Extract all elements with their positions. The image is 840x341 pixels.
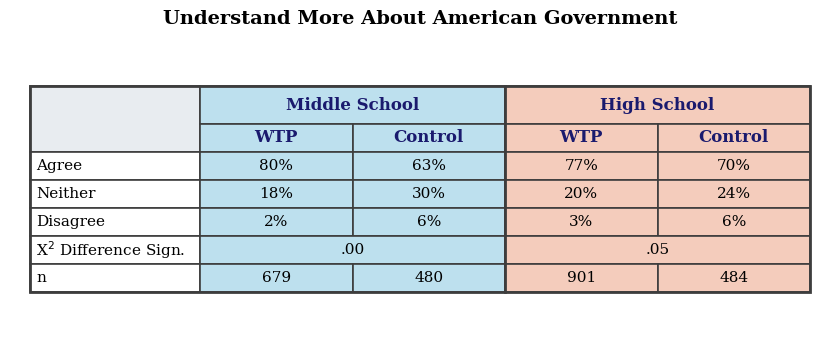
Text: 6%: 6% — [722, 215, 746, 229]
Bar — [200, 236, 505, 264]
Bar — [505, 86, 810, 124]
Text: Control: Control — [394, 130, 464, 147]
Text: 70%: 70% — [717, 159, 751, 173]
Bar — [353, 124, 505, 152]
Text: X$^2$ Difference Sign.: X$^2$ Difference Sign. — [36, 239, 186, 261]
Text: .05: .05 — [645, 243, 669, 257]
Bar — [505, 152, 658, 180]
Bar — [353, 264, 505, 292]
Bar — [30, 86, 200, 152]
Bar — [505, 180, 658, 208]
Text: Disagree: Disagree — [36, 215, 105, 229]
Text: 901: 901 — [567, 271, 596, 285]
Bar — [658, 152, 810, 180]
Bar — [200, 208, 353, 236]
Text: WTP: WTP — [559, 130, 603, 147]
Text: 484: 484 — [719, 271, 748, 285]
Text: 2%: 2% — [264, 215, 288, 229]
Text: 679: 679 — [262, 271, 291, 285]
Text: n: n — [36, 271, 46, 285]
Bar — [505, 264, 658, 292]
Text: 3%: 3% — [570, 215, 593, 229]
Bar — [30, 236, 200, 264]
Bar — [200, 86, 505, 124]
Text: 480: 480 — [414, 271, 444, 285]
Text: 63%: 63% — [412, 159, 446, 173]
Text: 24%: 24% — [717, 187, 751, 201]
Text: 6%: 6% — [417, 215, 441, 229]
Bar — [30, 86, 810, 292]
Bar — [200, 152, 353, 180]
Bar — [658, 264, 810, 292]
Bar — [200, 264, 353, 292]
Text: 18%: 18% — [260, 187, 293, 201]
Text: Control: Control — [699, 130, 769, 147]
Bar — [30, 264, 200, 292]
Bar — [658, 124, 810, 152]
Text: WTP: WTP — [255, 130, 298, 147]
Bar — [200, 180, 353, 208]
Bar — [505, 236, 810, 264]
Text: .00: .00 — [340, 243, 365, 257]
Bar — [658, 180, 810, 208]
Text: Understand More About American Government: Understand More About American Governmen… — [163, 10, 677, 28]
Bar — [30, 208, 200, 236]
Text: 80%: 80% — [260, 159, 293, 173]
Bar — [505, 208, 658, 236]
Bar — [30, 180, 200, 208]
Bar — [505, 124, 658, 152]
Text: 20%: 20% — [564, 187, 598, 201]
Text: High School: High School — [601, 97, 715, 114]
Bar — [200, 124, 353, 152]
Bar — [658, 208, 810, 236]
Bar — [353, 152, 505, 180]
Bar — [30, 152, 200, 180]
Text: Agree: Agree — [36, 159, 82, 173]
Text: Middle School: Middle School — [286, 97, 419, 114]
Bar — [353, 180, 505, 208]
Text: Neither: Neither — [36, 187, 96, 201]
Text: 30%: 30% — [412, 187, 446, 201]
Text: 77%: 77% — [564, 159, 598, 173]
Bar — [353, 208, 505, 236]
